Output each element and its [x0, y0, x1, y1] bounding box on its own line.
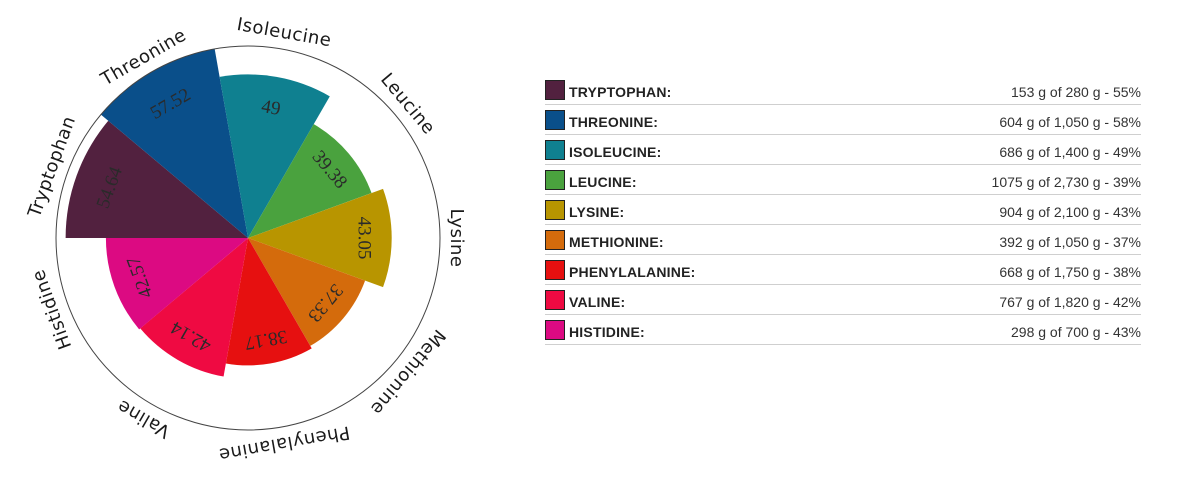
legend-row-methionine: METHIONINE: 392 g of 1,050 g - 37% — [545, 225, 1141, 255]
slice-threonine — [100, 48, 248, 238]
legend-swatch — [545, 260, 565, 280]
chart-slices — [65, 48, 392, 377]
category-label-valine: Valine — [114, 395, 174, 442]
legend-value: 686 g of 1,400 g - 49% — [999, 144, 1141, 160]
legend-swatch — [545, 200, 565, 220]
value-label-lysine: 43.05 — [354, 217, 375, 260]
legend-name: HISTIDINE: — [569, 324, 645, 340]
category-label-phenylalanine: Phenylalanine — [217, 421, 351, 465]
legend-row-isoleucine: ISOLEUCINE: 686 g of 1,400 g - 49% — [545, 135, 1141, 165]
slice-histidine — [105, 238, 248, 330]
legend-name: VALINE: — [569, 294, 626, 310]
slice-tryptophan — [65, 120, 249, 238]
legend-row-lysine: LYSINE: 904 g of 2,100 g - 43% — [545, 195, 1141, 225]
radial-pie-chart: 54.64Tryptophan57.52Threonine49Isoleucin… — [24, 14, 467, 465]
slice-methionine — [248, 238, 366, 346]
legend-value: 904 g of 2,100 g - 43% — [999, 204, 1141, 220]
slice-valine — [140, 238, 248, 377]
legend-swatch — [545, 320, 565, 340]
category-label-lysine: Lysine — [446, 209, 467, 268]
category-label-methionine: Methionine — [366, 325, 450, 419]
legend-name: TRYPTOPHAN: — [569, 84, 672, 100]
legend-name: LYSINE: — [569, 204, 625, 220]
category-label-histidine: Histidine — [28, 267, 76, 353]
legend-value: 298 g of 700 g - 43% — [1011, 324, 1141, 340]
legend-value: 767 g of 1,820 g - 42% — [999, 294, 1141, 310]
slice-leucine — [248, 124, 372, 238]
legend-row-threonine: THREONINE: 604 g of 1,050 g - 58% — [545, 105, 1141, 135]
slice-phenylalanine — [225, 238, 312, 366]
legend-name: METHIONINE: — [569, 234, 664, 250]
slice-lysine — [248, 188, 392, 288]
legend-name: LEUCINE: — [569, 174, 637, 190]
legend-swatch — [545, 290, 565, 310]
legend-value: 668 g of 1,750 g - 38% — [999, 264, 1141, 280]
legend: TRYPTOPHAN: 153 g of 280 g - 55% THREONI… — [545, 75, 1141, 345]
chart-outline-circle — [55, 45, 441, 431]
slice-isoleucine — [219, 74, 330, 238]
legend-value: 153 g of 280 g - 55% — [1011, 84, 1141, 100]
legend-swatch — [545, 140, 565, 160]
legend-name: THREONINE: — [569, 114, 659, 130]
legend-row-phenylalanine: PHENYLALANINE: 668 g of 1,750 g - 38% — [545, 255, 1141, 285]
legend-value: 604 g of 1,050 g - 58% — [999, 114, 1141, 130]
legend-value: 1075 g of 2,730 g - 39% — [991, 174, 1141, 190]
legend-swatch — [545, 110, 565, 130]
legend-value: 392 g of 1,050 g - 37% — [999, 234, 1141, 250]
legend-swatch — [545, 230, 565, 250]
legend-row-leucine: LEUCINE: 1075 g of 2,730 g - 39% — [545, 165, 1141, 195]
legend-row-tryptophan: TRYPTOPHAN: 153 g of 280 g - 55% — [545, 75, 1141, 105]
legend-row-valine: VALINE: 767 g of 1,820 g - 42% — [545, 285, 1141, 315]
legend-swatch — [545, 170, 565, 190]
legend-row-histidine: HISTIDINE: 298 g of 700 g - 43% — [545, 315, 1141, 345]
legend-name: PHENYLALANINE: — [569, 264, 696, 280]
legend-swatch — [545, 80, 565, 100]
value-label-isoleucine: 49 — [260, 96, 282, 120]
legend-name: ISOLEUCINE: — [569, 144, 662, 160]
